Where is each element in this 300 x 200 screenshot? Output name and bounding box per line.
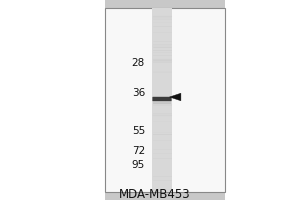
Polygon shape (169, 93, 181, 101)
Bar (152, 8, 172, 192)
Text: 55: 55 (132, 126, 145, 136)
FancyBboxPatch shape (152, 97, 172, 101)
Bar (153, 102, 171, 104)
Text: 72: 72 (132, 146, 145, 156)
Bar (225, 0, 300, 200)
Bar (0, 0, 105, 200)
Text: 95: 95 (132, 160, 145, 170)
Text: 36: 36 (132, 88, 145, 98)
Text: MDA-MB453: MDA-MB453 (119, 188, 191, 200)
Bar (105, 8, 225, 192)
Text: 28: 28 (132, 58, 145, 68)
